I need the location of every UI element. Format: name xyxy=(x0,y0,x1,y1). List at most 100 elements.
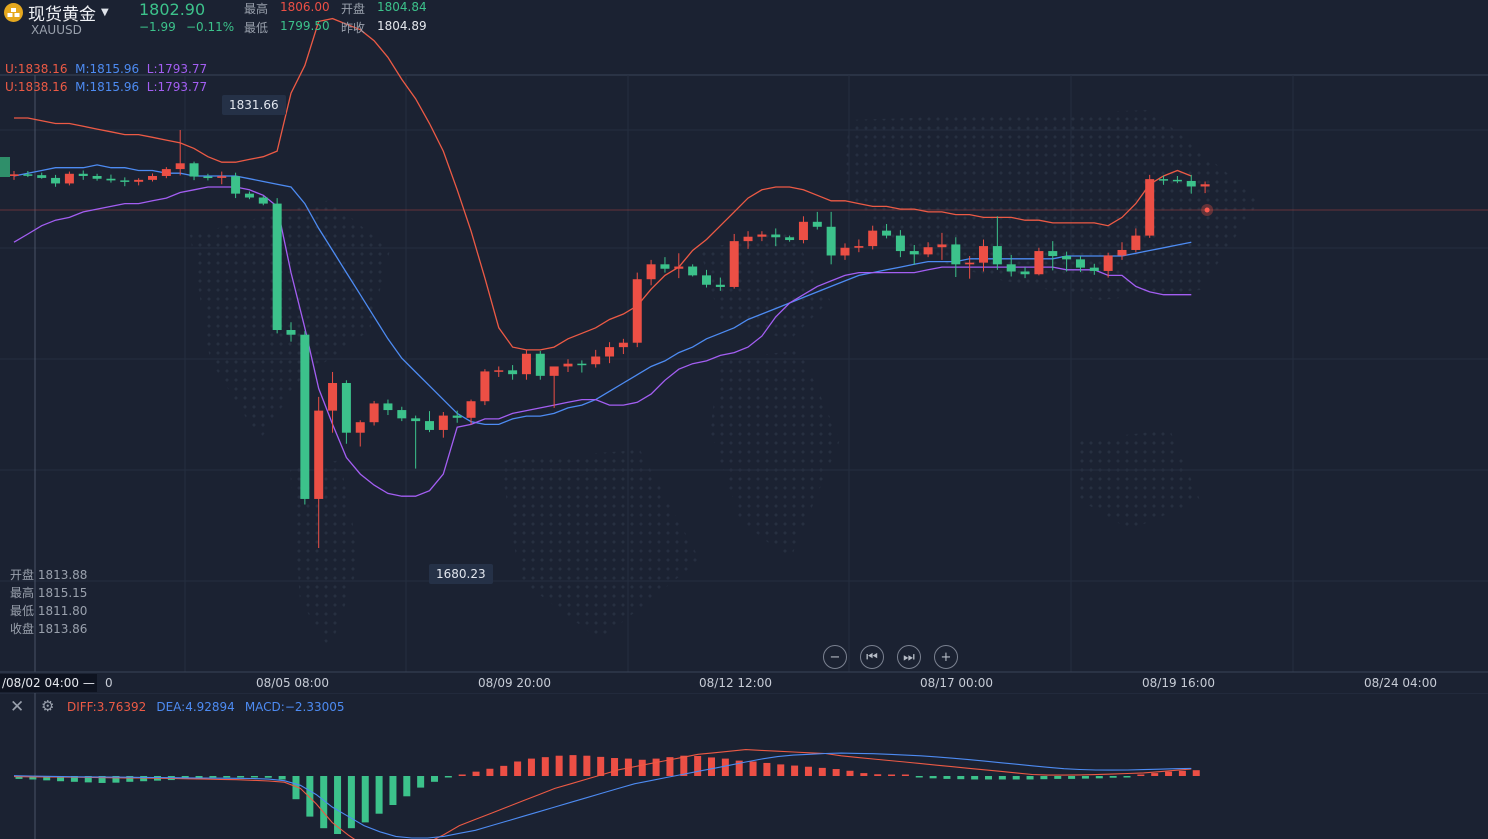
candle-body xyxy=(355,422,365,433)
macd-bar xyxy=(777,764,785,776)
candle xyxy=(909,244,919,265)
gear-icon[interactable]: ⚙ xyxy=(41,697,55,715)
macd-bar xyxy=(860,773,868,776)
candle xyxy=(328,371,338,433)
macd-bar xyxy=(1192,770,1200,776)
high-marker-label: 1831.66 xyxy=(222,95,286,115)
candle xyxy=(480,369,490,406)
macd-bar xyxy=(84,776,92,783)
gold-coin-icon xyxy=(4,3,23,22)
candle-body xyxy=(120,180,130,182)
macd-bar xyxy=(57,776,65,782)
candle xyxy=(1159,175,1169,185)
macd-bar xyxy=(611,758,619,776)
instrument-title-group[interactable]: 现货黄金 ▼ xyxy=(4,0,109,25)
candle-body xyxy=(1200,184,1210,187)
candle xyxy=(868,225,878,250)
macd-bar xyxy=(874,774,882,776)
candle xyxy=(1006,254,1016,277)
prev-close-value: 1804.89 xyxy=(377,19,427,33)
candle xyxy=(688,264,698,277)
candle-body xyxy=(258,197,268,204)
chart-grid xyxy=(0,74,1488,673)
x-tick-fragment: 0 xyxy=(105,676,113,690)
macd-value: MACD:−2.33005 xyxy=(244,700,345,714)
candle-body xyxy=(341,383,351,433)
candle-body xyxy=(840,247,850,256)
ohlc-close: 收盘 1813.86 xyxy=(10,622,88,636)
candle-body xyxy=(535,353,545,376)
candle xyxy=(161,167,171,179)
candle-body xyxy=(1145,179,1155,236)
candle-body xyxy=(134,179,144,182)
boll-lower-value: L:1793.77 xyxy=(146,62,208,76)
macd-bar xyxy=(361,776,369,823)
candle-body xyxy=(785,237,795,241)
candle-body xyxy=(868,230,878,247)
macd-bar xyxy=(1040,776,1048,780)
zoom-in-icon[interactable]: + xyxy=(934,645,958,669)
candle-body xyxy=(37,175,47,178)
macd-lines xyxy=(13,749,1192,839)
x-tick: 08/12 12:00 xyxy=(699,676,772,690)
macd-bar xyxy=(791,765,799,776)
candle-body xyxy=(757,234,767,237)
candle-body xyxy=(286,330,296,335)
macd-bar xyxy=(347,776,355,829)
candle-body xyxy=(231,176,241,194)
open-label: 开盘 xyxy=(341,2,366,16)
close-icon[interactable]: ✕ xyxy=(10,697,25,717)
x-tick: 08/05 08:00 xyxy=(256,676,329,690)
candle-body xyxy=(1034,251,1044,275)
candle xyxy=(1048,241,1058,271)
candle-body xyxy=(992,246,1002,265)
candlestick-chart[interactable] xyxy=(0,0,1488,700)
zoom-out-icon[interactable]: − xyxy=(823,645,847,669)
candle-body xyxy=(1006,264,1016,272)
candle xyxy=(979,239,988,272)
candle-body xyxy=(965,262,975,265)
macd-bar xyxy=(417,776,425,788)
candle-body xyxy=(300,334,310,499)
candle xyxy=(729,233,739,289)
skip-back-icon[interactable]: ⏮ xyxy=(860,645,884,669)
macd-bar xyxy=(1137,774,1145,776)
macd-bar xyxy=(472,771,480,776)
macd-bar xyxy=(514,761,522,776)
macd-bar xyxy=(652,758,660,776)
macd-bar xyxy=(666,757,674,776)
candle-body xyxy=(314,410,324,499)
candles xyxy=(9,130,1210,548)
candle xyxy=(1186,174,1196,194)
skip-forward-icon[interactable]: ⏭ xyxy=(897,645,921,669)
macd-bar xyxy=(749,761,757,776)
candle-body xyxy=(715,284,725,287)
candle-body xyxy=(1172,179,1182,182)
candle xyxy=(743,231,753,249)
chevron-down-icon[interactable]: ▼ xyxy=(101,7,109,18)
candle xyxy=(1103,252,1113,278)
chart-controls: − ⏮ ⏭ + xyxy=(823,645,958,669)
candle-body xyxy=(729,241,739,287)
candle xyxy=(466,399,476,425)
macd-bar xyxy=(1026,776,1034,780)
candle xyxy=(591,349,601,368)
candle xyxy=(78,170,88,180)
candle xyxy=(217,171,227,185)
candle-body xyxy=(882,230,892,236)
candle-body xyxy=(563,363,573,367)
macd-bar xyxy=(1123,776,1131,778)
candle xyxy=(757,231,767,242)
candle-body xyxy=(369,403,379,423)
candle xyxy=(1145,174,1155,238)
macd-bar xyxy=(735,760,743,776)
candle xyxy=(535,350,545,380)
candle xyxy=(812,211,822,230)
macd-bar xyxy=(638,759,646,776)
candle xyxy=(231,172,241,199)
candle xyxy=(882,224,892,239)
macd-bar xyxy=(1178,770,1186,776)
candle xyxy=(1089,263,1099,275)
macd-bar xyxy=(334,776,342,834)
macd-chart[interactable] xyxy=(0,693,1488,839)
